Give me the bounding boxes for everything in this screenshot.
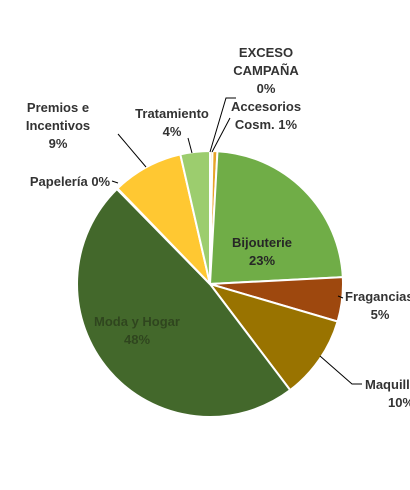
leader-line-premios (118, 134, 146, 167)
pie-slice-bijouterie (210, 151, 343, 284)
label-bijouterie-pct: 23% (249, 253, 275, 268)
label-fragancias-name: Fragancias (345, 289, 410, 304)
label-premios-line1: Premios e (27, 100, 89, 115)
leader-line-tratamiento (188, 138, 192, 153)
label-fragancias-pct: 5% (371, 307, 390, 322)
label-premios-pct: 9% (49, 136, 68, 151)
label-tratamiento-name: Tratamiento (135, 106, 209, 121)
label-accesorios-line2: Cosm. 1% (235, 117, 298, 132)
label-bijouterie-name: Bijouterie (232, 235, 292, 250)
label-accesorios-line1: Accesorios (231, 99, 301, 114)
label-tratamiento-pct: 4% (163, 124, 182, 139)
leader-line-maquillaje (320, 356, 362, 384)
label-exceso-line2: CAMPAÑA (233, 63, 299, 78)
label-exceso-pct: 0% (257, 81, 276, 96)
label-moda-pct: 48% (124, 332, 150, 347)
label-premios-line2: Incentivos (26, 118, 90, 133)
label-exceso-line1: EXCESO (239, 45, 293, 60)
leader-line-papeleria (112, 181, 118, 183)
label-maquillaje-name: Maquill (365, 377, 410, 392)
label-moda-name: Moda y Hogar (94, 314, 180, 329)
pie-slices (77, 151, 343, 417)
label-maquillaje-pct: 10% (388, 395, 410, 410)
label-papeleria: Papelería 0% (30, 174, 111, 189)
